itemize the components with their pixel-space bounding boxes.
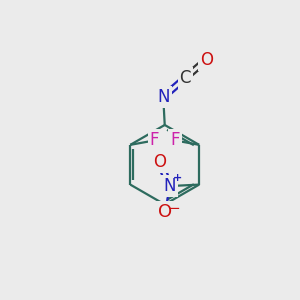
- Text: F: F: [150, 131, 159, 149]
- Text: F: F: [170, 131, 180, 149]
- Text: +: +: [172, 173, 182, 183]
- Text: O: O: [158, 203, 172, 221]
- Text: −: −: [168, 201, 181, 216]
- Text: N: N: [164, 177, 176, 195]
- Text: O: O: [153, 153, 166, 171]
- Text: N: N: [157, 88, 169, 106]
- Text: C: C: [180, 69, 191, 87]
- Text: O: O: [200, 51, 213, 69]
